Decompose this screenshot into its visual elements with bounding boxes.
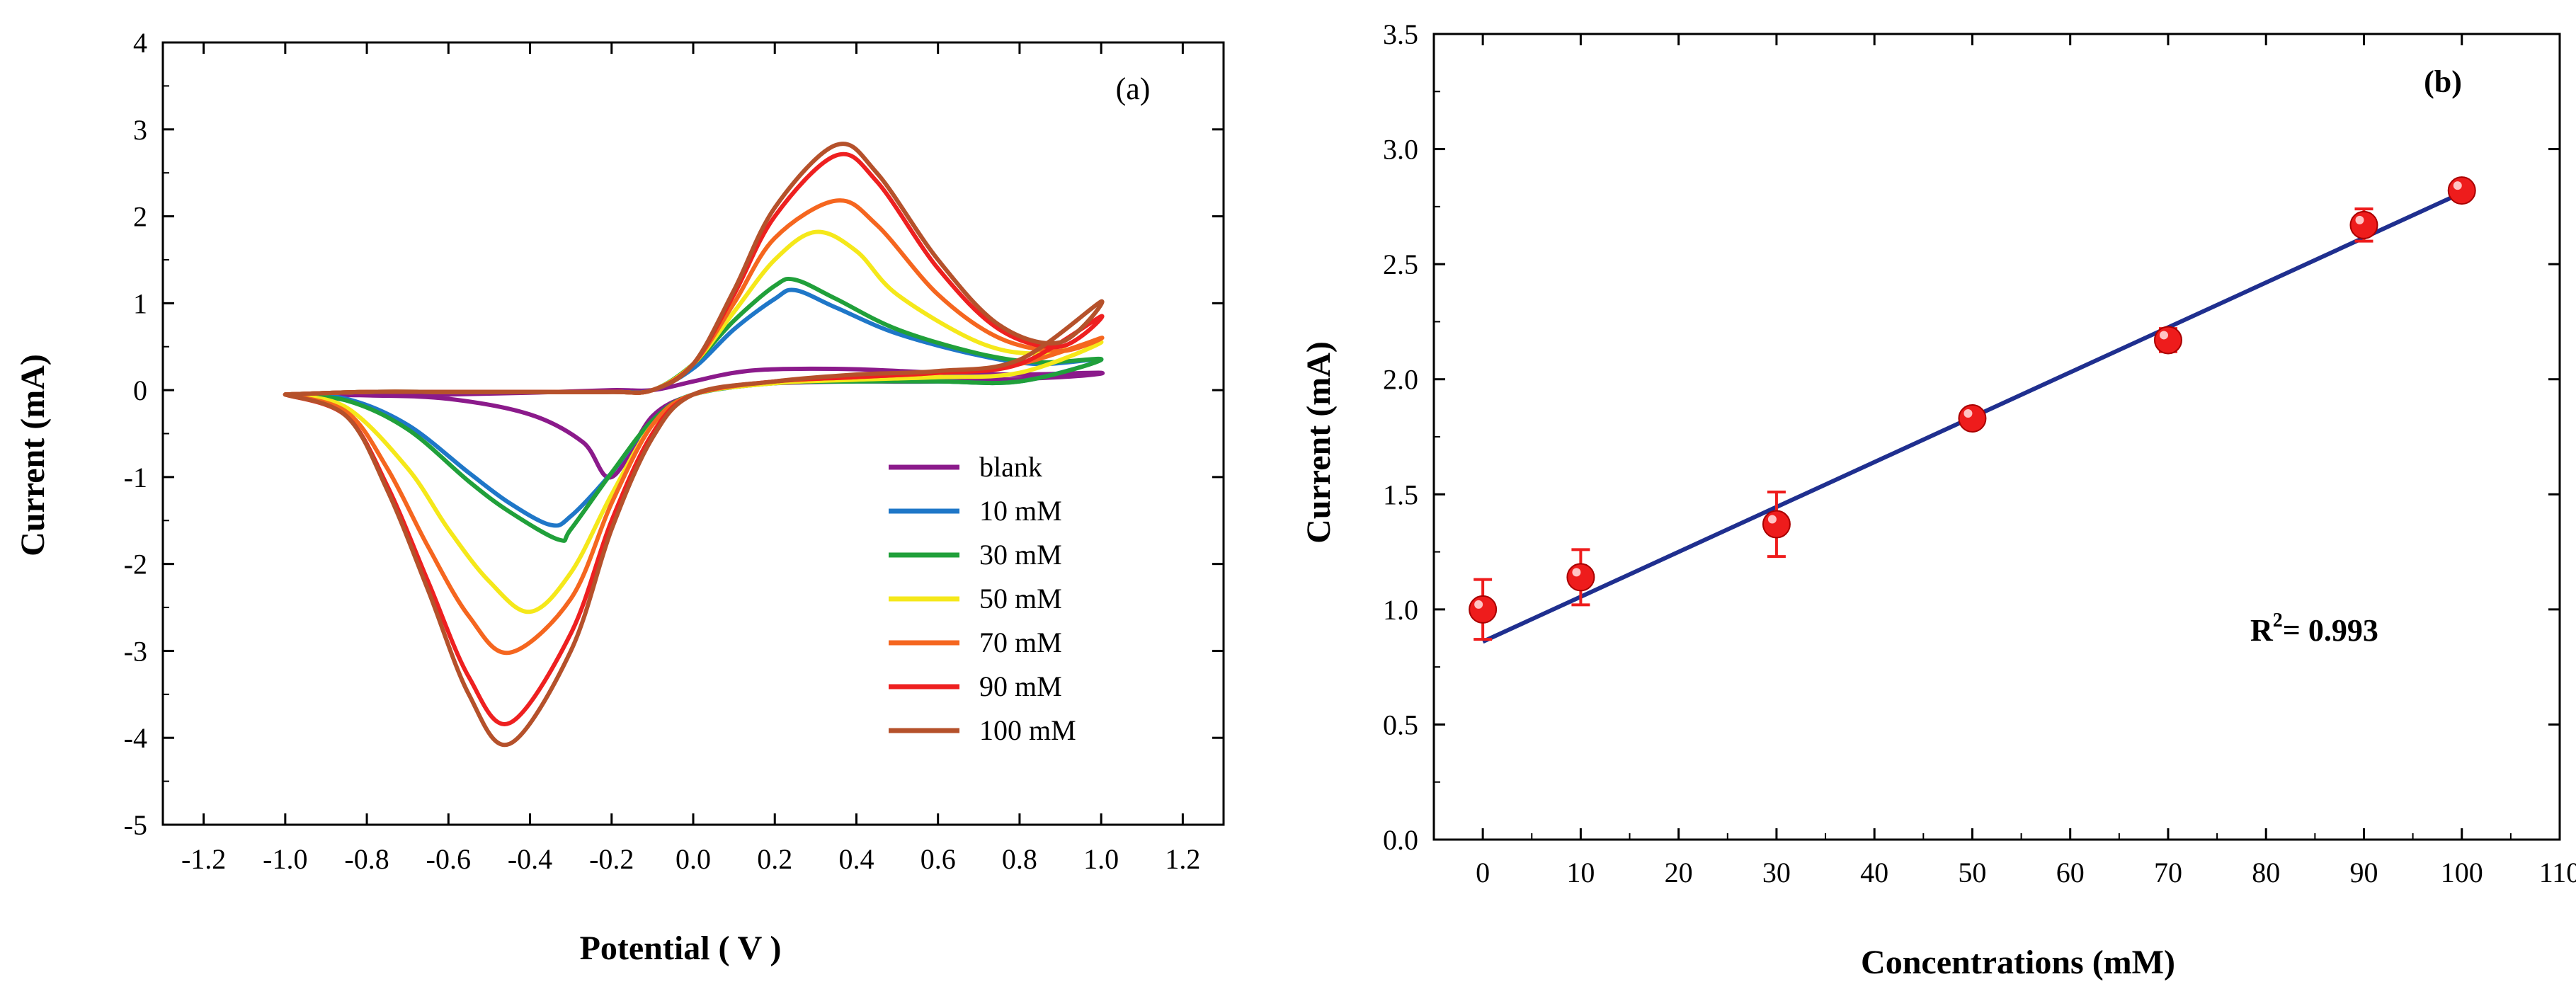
legend-label-10-mm: 10 mM: [979, 495, 1062, 527]
panel-a-y-tick-label: -4: [124, 722, 147, 754]
legend-label-100-mm: 100 mM: [979, 714, 1076, 746]
panel-b-y-tick-label: 2.5: [1383, 248, 1418, 280]
panel-a-y-tick-label: 1: [133, 287, 147, 319]
data-point-highlight: [1572, 568, 1581, 577]
legend-label-70-mm: 70 mM: [979, 627, 1062, 658]
data-point-group: [1762, 491, 1791, 559]
panel-a-x-tick-label: -1.2: [181, 843, 226, 875]
legend-item-10-mm: 10 mM: [889, 495, 1062, 527]
panel-b-y-tick-label: 1.0: [1383, 594, 1418, 626]
panel-a-x-tick-label: -0.4: [508, 843, 552, 875]
panel-a-x-tick-label: 0.2: [757, 843, 792, 875]
data-point: [1566, 563, 1595, 592]
data-point: [2447, 176, 2476, 205]
r-squared-annotation: R2= 0.993: [2250, 610, 2378, 648]
data-point-group: [1958, 404, 1987, 433]
data-point-highlight: [1474, 600, 1483, 609]
panel-a-label: (a): [1116, 72, 1151, 106]
data-point-highlight: [2355, 215, 2364, 224]
r-squared-prefix: R: [2250, 613, 2274, 648]
data-point-highlight: [1964, 408, 1973, 418]
data-point-group: [2153, 326, 2182, 355]
data-point: [1469, 595, 1498, 624]
panel-b-x-tick-label: 0: [1476, 857, 1490, 888]
legend-item-30-mm: 30 mM: [889, 539, 1062, 571]
legend-item-90-mm: 90 mM: [889, 670, 1062, 702]
data-point-group: [2349, 207, 2378, 243]
panel-a-legend: blank 10 mM 30 mM 50 mM 70 mM 90 mM 100 mM: [889, 451, 1076, 746]
panel-b-x-tick-label: 90: [2349, 857, 2378, 888]
series-100-mm: [283, 142, 1105, 748]
panel-a-y-axis-title: Current (mA): [14, 354, 52, 556]
data-point-group: [2447, 176, 2476, 205]
panel-b-x-tick-label: 110: [2539, 857, 2576, 888]
panel-a-ticks: -1.2 -1.0 -0.8 -0.6 -0.4 -0.2 0.0 0.2 0.4 0.6 0.8 1…: [124, 27, 1224, 875]
panel-a-cyclic-voltammograms: -1.2 -1.0 -0.8 -0.6 -0.4 -0.2 0.0 0.2 0.4 0.6 0.8 1…: [14, 27, 1225, 967]
panel-a-x-axis-title: Potential ( V ): [580, 930, 782, 967]
data-point-highlight: [2159, 331, 2168, 340]
panel-b-x-tick-label: 60: [2056, 857, 2085, 888]
r-squared-superscript: 2: [2273, 610, 2283, 631]
panel-b-y-tick-label: 0.5: [1383, 709, 1418, 740]
data-point-group: [1566, 548, 1595, 607]
data-point-highlight: [2453, 181, 2462, 190]
legend-label-90-mm: 90 mM: [979, 670, 1062, 702]
legend-item-70-mm: 70 mM: [889, 627, 1062, 658]
panel-a-y-tick-label: -3: [124, 635, 147, 667]
panel-b-y-tick-label: 3.5: [1383, 18, 1418, 50]
panel-b-y-tick-label: 2.0: [1383, 364, 1418, 396]
data-point: [1958, 404, 1987, 433]
panel-a-x-tick-label: 0.6: [921, 843, 956, 875]
panel-a-y-tick-label: 3: [133, 114, 147, 146]
panel-b-x-tick-label: 80: [2252, 857, 2280, 888]
panel-a-x-tick-label: -0.2: [589, 843, 634, 875]
panel-a-y-tick-label: -5: [124, 809, 147, 841]
panel-b-y-tick-label: 3.0: [1383, 134, 1418, 166]
data-point: [1762, 510, 1791, 539]
legend-item-50-mm: 50 mM: [889, 583, 1062, 614]
panel-b-x-tick-label: 100: [2441, 857, 2483, 888]
legend-label-blank: blank: [979, 451, 1042, 483]
panel-a-x-tick-label: 1.2: [1165, 843, 1200, 875]
panel-a-x-tick-label: -1.0: [263, 843, 307, 875]
r-squared-value: = 0.993: [2283, 613, 2378, 648]
data-point: [2153, 326, 2182, 355]
panel-a-y-tick-label: -2: [124, 549, 147, 580]
panel-a-x-tick-label: -0.8: [344, 843, 389, 875]
panel-a-series-group: [283, 142, 1105, 748]
data-point-highlight: [1767, 515, 1777, 524]
panel-a-x-tick-label: 0.0: [676, 843, 711, 875]
panel-b-x-tick-label: 40: [1860, 857, 1888, 888]
panel-b-x-tick-label: 30: [1762, 857, 1791, 888]
panel-b-x-tick-label: 20: [1665, 857, 1693, 888]
legend-label-30-mm: 30 mM: [979, 539, 1062, 571]
panel-a-y-tick-label: 0: [133, 374, 147, 406]
panel-b-ticks: 0 10 20 30 40 50 60 70 80 90 100 110 0.0 0.5 1.0 1.5 2.0…: [1383, 18, 2576, 888]
panel-a-x-tick-label: 0.8: [1002, 843, 1037, 875]
panel-b-y-axis-title: Current (mA): [1300, 341, 1338, 544]
panel-b-label: (b): [2424, 64, 2462, 99]
panel-a-x-tick-label: 0.4: [838, 843, 874, 875]
panel-a-y-tick-label: 4: [133, 27, 147, 59]
panel-a-y-tick-label: -1: [124, 462, 147, 493]
panel-b-points-group: [1469, 176, 2476, 641]
panel-b-x-axis-title: Concentrations (mM): [1861, 944, 2175, 981]
panel-a-y-tick-label: 2: [133, 201, 147, 233]
legend-item-100-mm: 100 mM: [889, 714, 1076, 746]
panel-a-x-tick-label: 1.0: [1083, 843, 1119, 875]
panel-b-x-tick-label: 10: [1566, 857, 1595, 888]
data-point: [2349, 210, 2378, 239]
panel-b-calibration-plot: 0 10 20 30 40 50 60 70 80 90 100 110 0.0 0.5 1.0 1.5 2.0…: [1300, 18, 2576, 981]
panel-a-x-tick-label: -0.6: [426, 843, 471, 875]
panel-b-x-tick-label: 50: [1958, 857, 1986, 888]
panel-b-x-tick-label: 70: [2154, 857, 2182, 888]
panel-b-y-tick-label: 1.5: [1383, 479, 1418, 510]
legend-label-50-mm: 50 mM: [979, 583, 1062, 614]
legend-item-blank: blank: [889, 451, 1042, 483]
data-point-group: [1469, 578, 1498, 641]
panel-b-y-tick-label: 0.0: [1383, 824, 1418, 856]
series-line-100-mm: [283, 142, 1105, 748]
